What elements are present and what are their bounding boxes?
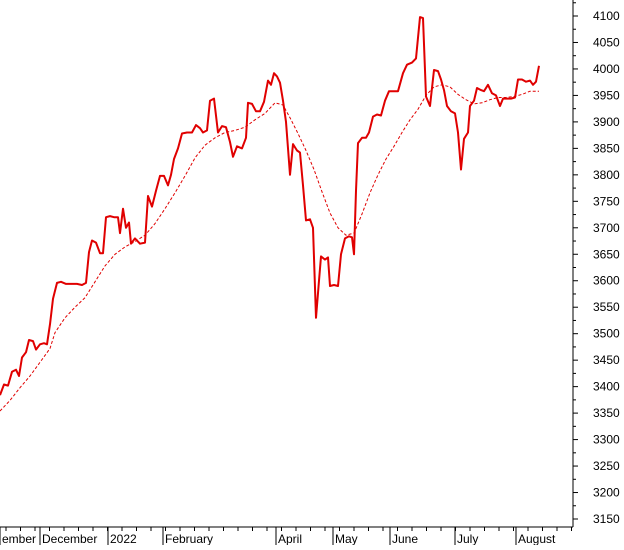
y-tick-label: 3550: [593, 300, 620, 314]
price-line: [0, 16, 540, 396]
y-tick-label: 3700: [593, 221, 620, 235]
y-tick-label: 3650: [593, 247, 620, 261]
y-tick-label: 3350: [593, 406, 620, 420]
y-tick-label: 3200: [593, 486, 620, 500]
y-tick-label: 3300: [593, 433, 620, 447]
y-tick-label: 3600: [593, 274, 620, 288]
y-tick-label: 4100: [593, 9, 620, 23]
y-tick-label: 3250: [593, 459, 620, 473]
y-tick-label: 4000: [593, 62, 620, 76]
x-tick-label: June: [392, 532, 418, 545]
y-tick-label: 3500: [593, 327, 620, 341]
y-tick-label: 3750: [593, 194, 620, 208]
y-tick-label: 3450: [593, 353, 620, 367]
y-tick-label: 3400: [593, 380, 620, 394]
y-tick-label: 3900: [593, 115, 620, 129]
y-tick-label: 3850: [593, 141, 620, 155]
x-ticks: ember December 2022 February April May June Jul…: [0, 527, 572, 546]
y-tick-label: 3950: [593, 88, 620, 102]
y-tick-label: 3800: [593, 168, 620, 182]
x-tick-label: July: [457, 532, 478, 545]
x-tick-label: ember: [2, 532, 36, 545]
x-tick-label: May: [335, 532, 358, 545]
y-ticks: 3150 3200 3250 3300 3350 3400 3450 3500 3550 3600…: [573, 2, 620, 526]
x-tick-label: April: [278, 532, 302, 545]
plot-area: [0, 16, 540, 412]
y-tick-label: 3150: [593, 512, 620, 526]
x-tick-label: December: [42, 532, 97, 545]
x-tick-label: February: [165, 532, 213, 545]
y-tick-label: 4050: [593, 35, 620, 49]
x-tick-label: August: [518, 532, 556, 545]
x-tick-label: 2022: [110, 532, 137, 545]
axes: [0, 0, 574, 528]
